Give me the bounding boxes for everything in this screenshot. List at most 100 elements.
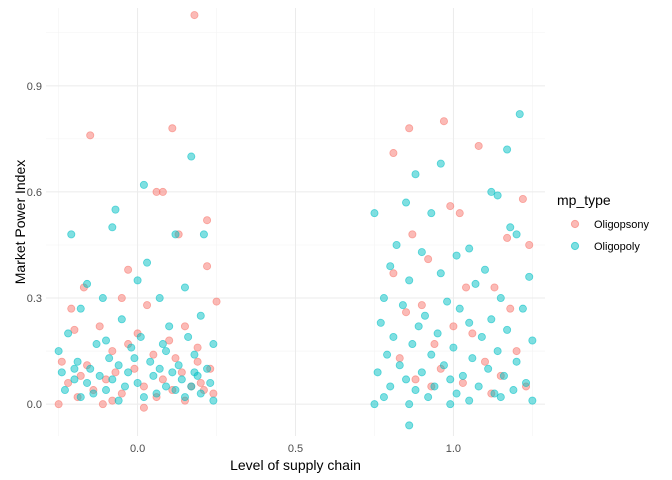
point-oligopsony [430, 340, 439, 349]
point-oligopsony [518, 195, 527, 204]
grid [46, 8, 545, 436]
point-oligopoly [480, 265, 489, 274]
point-oligopoly [420, 311, 429, 320]
point-oligopsony [474, 141, 483, 150]
point-oligopoly [493, 191, 502, 200]
point-oligopoly [152, 389, 161, 398]
point-oligopsony [108, 347, 117, 356]
point-oligopoly [506, 223, 515, 232]
point-oligopoly [370, 209, 379, 218]
point-oligopoly [180, 283, 189, 292]
y-tick-label: 0.3 [27, 293, 42, 305]
point-oligopsony [196, 378, 205, 387]
point-oligopoly [155, 364, 164, 373]
point-oligopoly [171, 386, 180, 395]
y-axis-title: Market Power Index [12, 160, 28, 285]
point-oligopsony [165, 336, 174, 345]
point-oligopoly [209, 340, 218, 349]
point-oligopoly [139, 180, 148, 189]
point-oligopoly [86, 364, 95, 373]
legend-title: mp_type [557, 192, 611, 208]
point-oligopoly [405, 276, 414, 285]
point-oligopoly [452, 251, 461, 260]
point-oligopsony [168, 124, 177, 133]
point-oligopsony [124, 265, 133, 274]
point-oligopoly [417, 248, 426, 257]
point-oligopsony [70, 325, 79, 334]
point-oligopoly [386, 262, 395, 271]
point-oligopsony [512, 347, 521, 356]
point-oligopoly [187, 382, 196, 391]
point-oligopoly [436, 159, 445, 168]
point-oligopoly [389, 332, 398, 341]
point-oligopoly [143, 258, 152, 267]
point-oligopoly [496, 393, 505, 402]
point-oligopsony [111, 368, 120, 377]
point-oligopoly [443, 297, 452, 306]
point-oligopoly [180, 393, 189, 402]
point-oligopoly [386, 382, 395, 391]
point-oligopoly [414, 322, 423, 331]
point-oligopoly [187, 152, 196, 161]
point-oligopoly [158, 340, 167, 349]
point-oligopoly [465, 396, 474, 405]
point-oligopoly [102, 386, 111, 395]
point-oligopoly [373, 368, 382, 377]
legend: mp_type Oligopsony Oligopoly [557, 192, 650, 253]
point-oligopoly [124, 368, 133, 377]
point-oligopsony [424, 255, 433, 264]
point-oligopsony [54, 400, 63, 409]
point-oligopoly [105, 354, 114, 363]
point-oligopsony [439, 117, 448, 126]
point-oligopoly [405, 400, 414, 409]
point-oligopoly [370, 400, 379, 409]
point-oligopoly [136, 332, 145, 341]
point-oligopoly [468, 354, 477, 363]
point-oligopsony [95, 322, 104, 331]
point-oligopoly [471, 279, 480, 288]
point-oligopoly [133, 378, 142, 387]
point-oligopoly [522, 378, 531, 387]
point-oligopoly [54, 347, 63, 356]
point-oligopoly [155, 294, 164, 303]
point-oligopoly [196, 311, 205, 320]
point-oligopsony [402, 308, 411, 317]
point-oligopsony [525, 240, 534, 249]
point-oligopsony [139, 382, 148, 391]
point-oligopsony [98, 400, 107, 409]
point-oligopoly [402, 198, 411, 207]
point-oligopoly [487, 187, 496, 196]
point-oligopoly [528, 336, 537, 345]
point-oligopsony [417, 301, 426, 310]
point-oligopoly [402, 375, 411, 384]
point-oligopoly [196, 389, 205, 398]
point-oligopsony [395, 354, 404, 363]
x-tick-labels: 0.0 0.5 1.0 [130, 443, 461, 455]
point-oligopsony [203, 216, 212, 225]
point-oligopsony [389, 149, 398, 158]
point-oligopoly [493, 347, 502, 356]
point-oligopsony [468, 329, 477, 338]
point-oligopsony [117, 294, 126, 303]
x-axis-title: Level of supply chain [230, 457, 361, 473]
point-oligopoly [199, 230, 208, 239]
point-oligopsony [209, 389, 218, 398]
point-oligopoly [528, 396, 537, 405]
point-oligopoly [127, 343, 136, 352]
point-oligopoly [83, 378, 92, 387]
point-oligopsony [490, 283, 499, 292]
point-oligopoly [405, 421, 414, 430]
point-oligopoly [452, 389, 461, 398]
point-oligopoly [427, 350, 436, 359]
point-oligopoly [76, 393, 85, 402]
point-oligopsony [462, 283, 471, 292]
point-oligopoly [120, 382, 129, 391]
point-oligopsony [449, 322, 458, 331]
point-oligopoly [465, 318, 474, 327]
point-oligopoly [379, 393, 388, 402]
point-oligopoly [70, 375, 79, 384]
point-oligopoly [57, 368, 66, 377]
point-oligopsony [408, 230, 417, 239]
point-oligopoly [102, 336, 111, 345]
